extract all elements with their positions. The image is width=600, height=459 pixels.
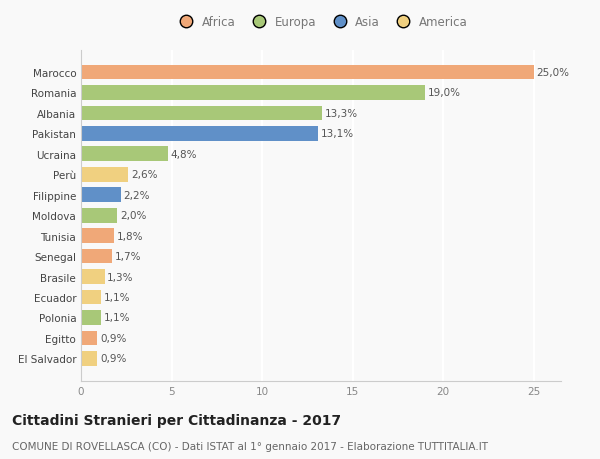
Bar bbox=[81, 331, 97, 346]
Text: 1,3%: 1,3% bbox=[107, 272, 134, 282]
Bar bbox=[81, 229, 113, 243]
Text: 1,1%: 1,1% bbox=[104, 292, 130, 302]
Text: 1,8%: 1,8% bbox=[116, 231, 143, 241]
Bar bbox=[81, 310, 101, 325]
Bar bbox=[81, 127, 318, 141]
Bar bbox=[81, 351, 97, 366]
Text: 19,0%: 19,0% bbox=[428, 88, 461, 98]
Text: 1,1%: 1,1% bbox=[104, 313, 130, 323]
Bar bbox=[81, 66, 534, 80]
Bar bbox=[81, 168, 128, 182]
Bar bbox=[81, 106, 322, 121]
Text: 13,3%: 13,3% bbox=[325, 109, 358, 119]
Bar bbox=[81, 290, 101, 305]
Text: Cittadini Stranieri per Cittadinanza - 2017: Cittadini Stranieri per Cittadinanza - 2… bbox=[12, 413, 341, 427]
Legend: Africa, Europa, Asia, America: Africa, Europa, Asia, America bbox=[172, 13, 470, 31]
Bar bbox=[81, 86, 425, 101]
Text: 0,9%: 0,9% bbox=[100, 333, 127, 343]
Text: 2,2%: 2,2% bbox=[124, 190, 150, 200]
Bar bbox=[81, 188, 121, 203]
Bar bbox=[81, 249, 112, 264]
Text: 0,9%: 0,9% bbox=[100, 353, 127, 364]
Text: COMUNE DI ROVELLASCA (CO) - Dati ISTAT al 1° gennaio 2017 - Elaborazione TUTTITA: COMUNE DI ROVELLASCA (CO) - Dati ISTAT a… bbox=[12, 441, 488, 451]
Text: 13,1%: 13,1% bbox=[321, 129, 354, 139]
Text: 25,0%: 25,0% bbox=[536, 68, 569, 78]
Bar bbox=[81, 147, 168, 162]
Text: 2,0%: 2,0% bbox=[120, 211, 146, 221]
Text: 2,6%: 2,6% bbox=[131, 170, 157, 180]
Bar bbox=[81, 269, 104, 284]
Text: 4,8%: 4,8% bbox=[170, 150, 197, 159]
Bar bbox=[81, 208, 117, 223]
Text: 1,7%: 1,7% bbox=[115, 252, 141, 262]
